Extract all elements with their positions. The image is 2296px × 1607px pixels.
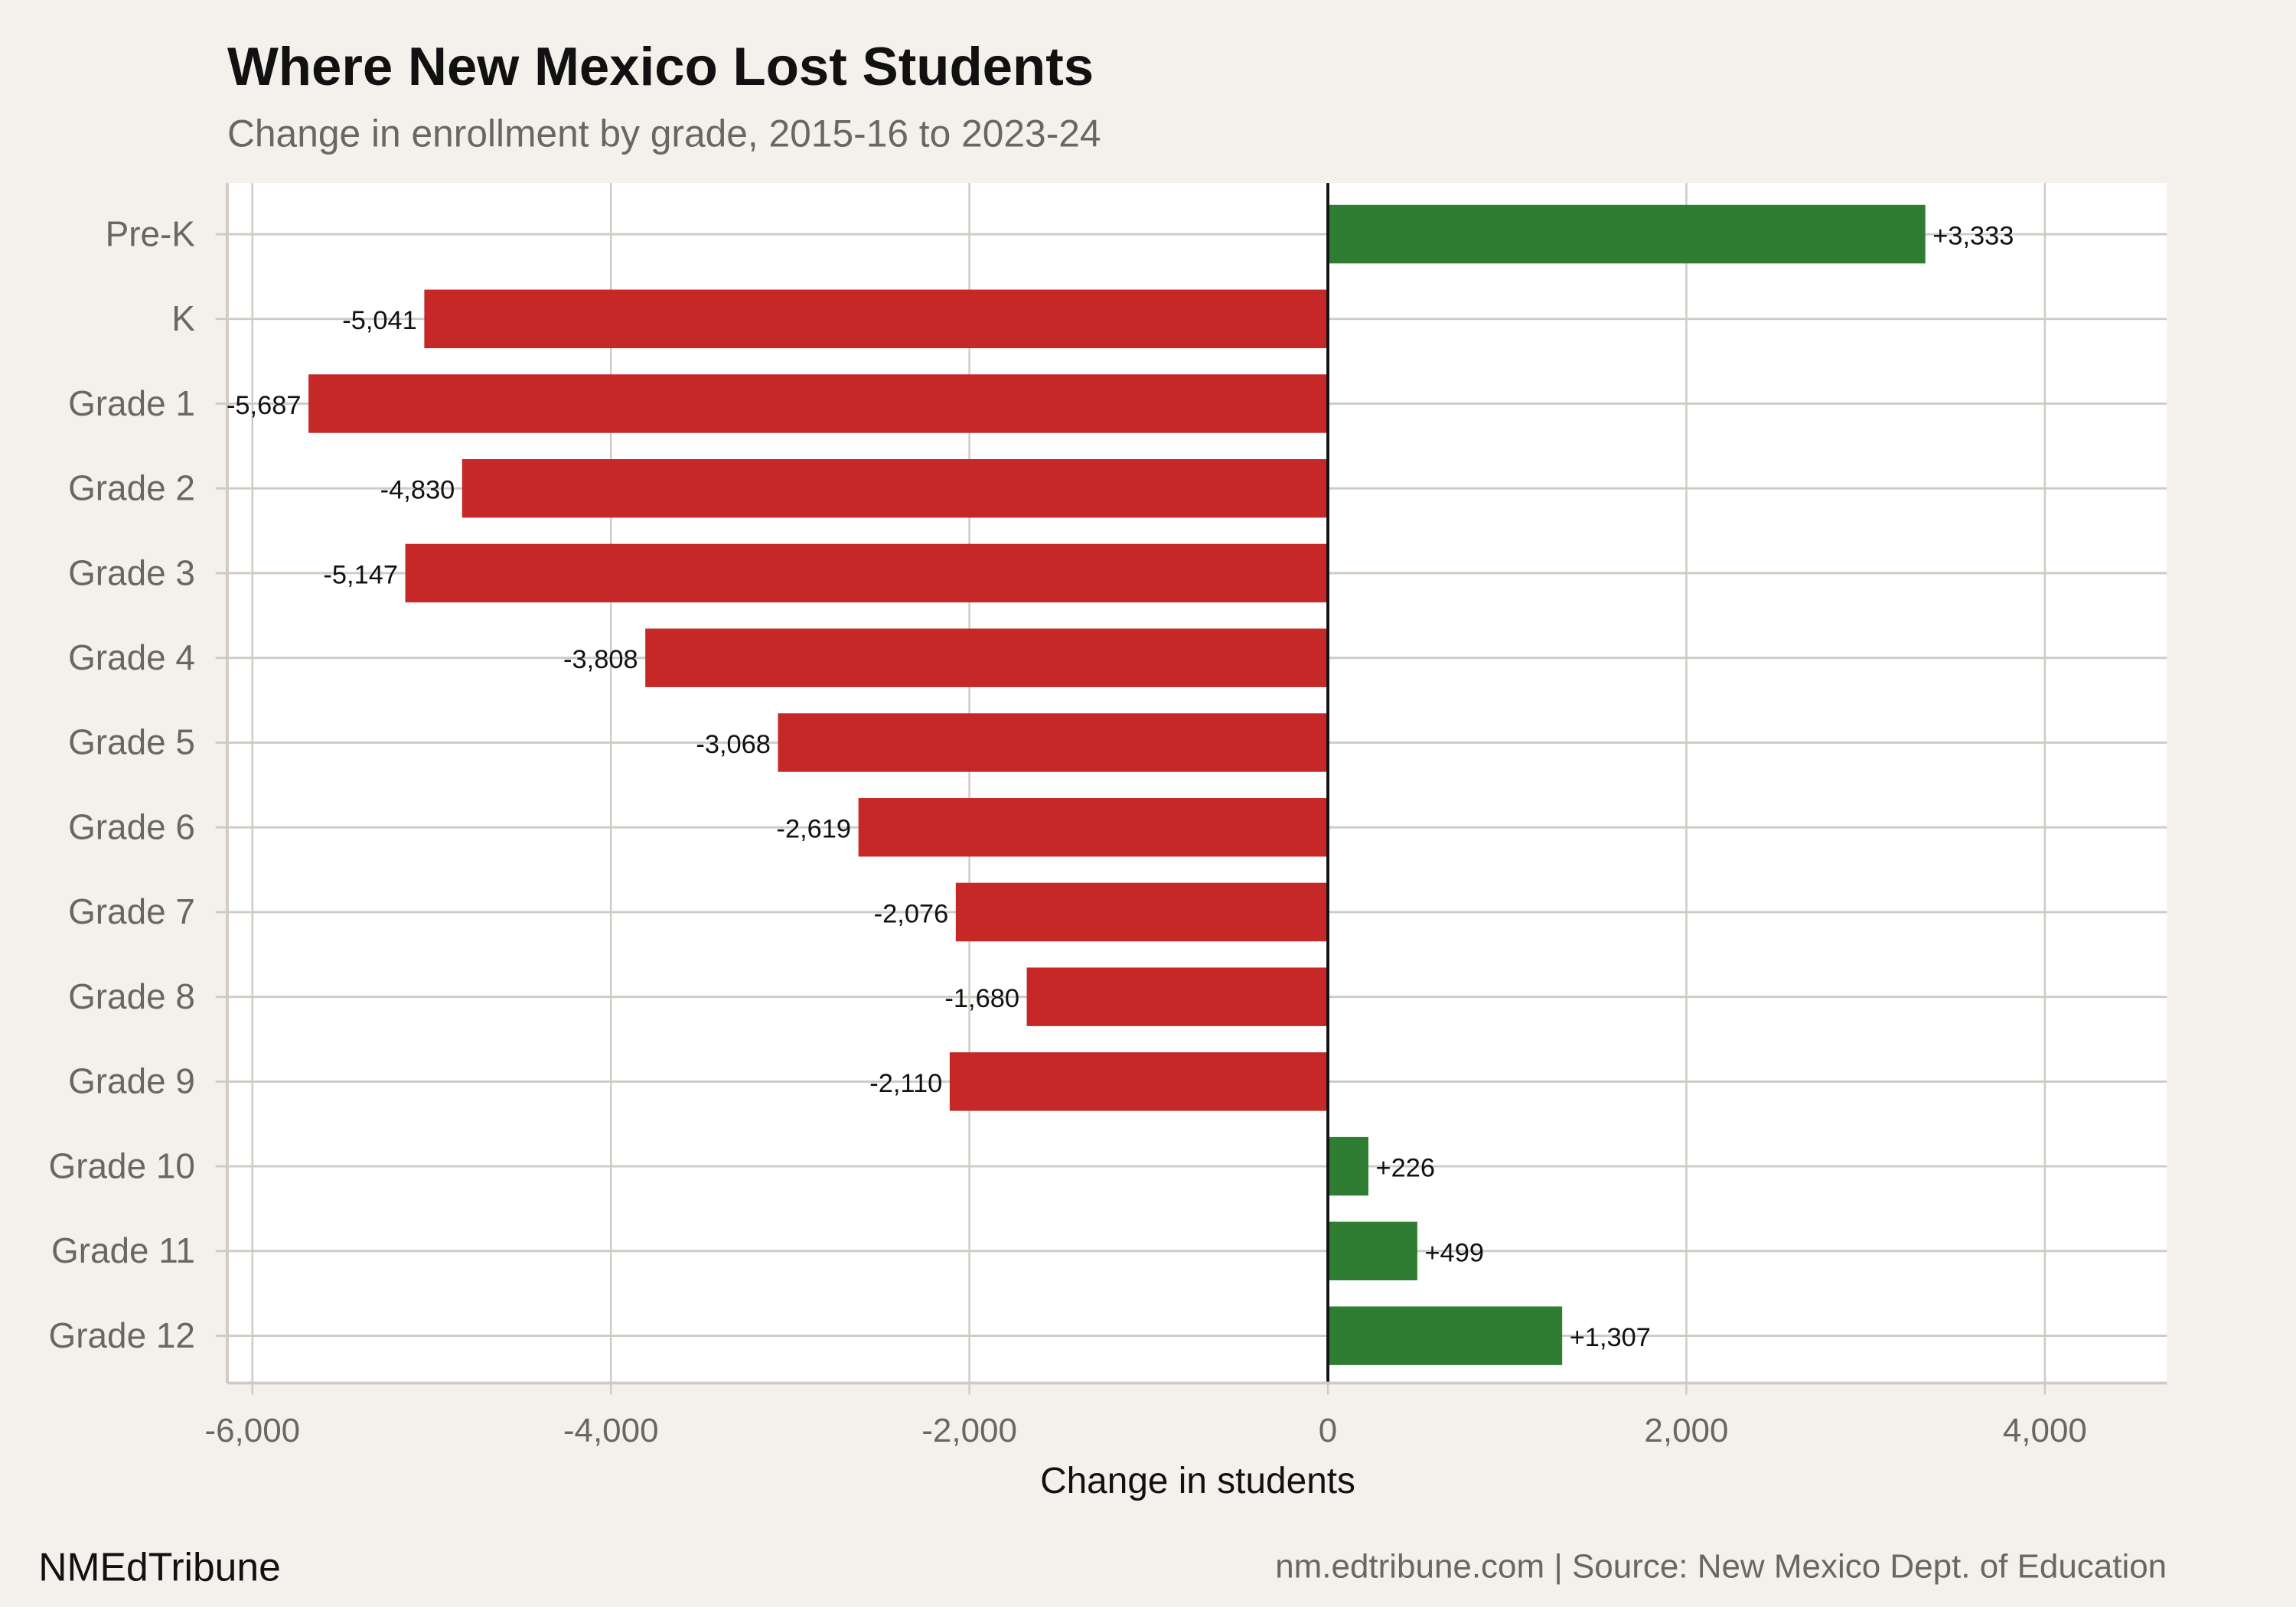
data-label: -2,076 [874,899,949,928]
data-label: -4,830 [380,476,455,505]
bar-pre-k [1328,204,1926,264]
x-tick-label: 2,000 [1644,1412,1728,1449]
bar-grade-12 [1328,1306,1563,1365]
y-tick-label: Grade 11 [51,1231,195,1270]
data-label: +3,333 [1932,221,2014,250]
bar-grade-2 [461,458,1329,518]
data-label: -3,068 [696,730,771,759]
bar-grade-5 [778,713,1329,772]
bar-grade-4 [645,628,1329,687]
x-tick-label: 0 [1319,1412,1337,1449]
x-tick-label: 4,000 [2003,1412,2087,1449]
x-tick-label: -2,000 [921,1412,1017,1449]
data-label: -5,041 [342,306,417,335]
y-tick-label: Grade 1 [68,383,195,423]
y-tick-label: Grade 7 [68,892,195,931]
bar-grade-1 [308,374,1329,433]
bar-grade-6 [858,797,1329,857]
y-tick-label: Grade 10 [49,1146,195,1185]
bar-k [424,289,1329,348]
x-axis-title: Change in students [1040,1461,1355,1501]
bars [308,204,1926,1365]
y-tick-label: Grade 2 [68,468,195,508]
y-tick-label: Grade 6 [68,807,195,846]
bar-grade-8 [1026,967,1329,1026]
y-tick-label: Grade 8 [68,976,195,1016]
data-label: +226 [1376,1154,1436,1183]
bar-grade-11 [1328,1221,1417,1281]
chart-title: Where New Mexico Lost Students [227,36,1094,96]
brand-logo-text: NMEdTribune [38,1545,281,1589]
data-label: -3,808 [563,645,638,674]
data-label: -1,680 [944,984,1019,1013]
data-label: -2,110 [869,1069,942,1098]
data-label: +1,307 [1570,1323,1651,1352]
plot-panel [227,183,2167,1384]
x-tick-label: -4,000 [563,1412,659,1449]
bar-grade-9 [949,1052,1329,1111]
y-tick-label: Grade 5 [68,722,195,762]
y-tick-label: Grade 9 [68,1061,195,1101]
x-tick-label: -6,000 [204,1412,300,1449]
bar-grade-7 [955,882,1329,942]
y-tick-label: Grade 4 [68,637,195,677]
y-tick-label: K [171,298,195,338]
chart-subtitle: Change in enrollment by grade, 2015-16 t… [227,112,1101,155]
data-label: -2,619 [777,815,852,844]
y-tick-label: Grade 3 [68,553,195,592]
data-label: -5,147 [323,560,398,589]
bar-grade-3 [405,543,1329,603]
labels: -6,000 -4,000 -2,000 0 2,000 4,000 Pre-K +3,333… [49,214,2087,1449]
data-label: +499 [1424,1238,1483,1267]
bar-grade-10 [1328,1136,1368,1196]
y-tick-label: Pre-K [106,214,196,253]
y-tick-label: Grade 12 [49,1315,195,1355]
source-note: nm.edtribune.com | Source: New Mexico De… [1275,1548,2167,1586]
data-label: -5,687 [227,391,302,420]
